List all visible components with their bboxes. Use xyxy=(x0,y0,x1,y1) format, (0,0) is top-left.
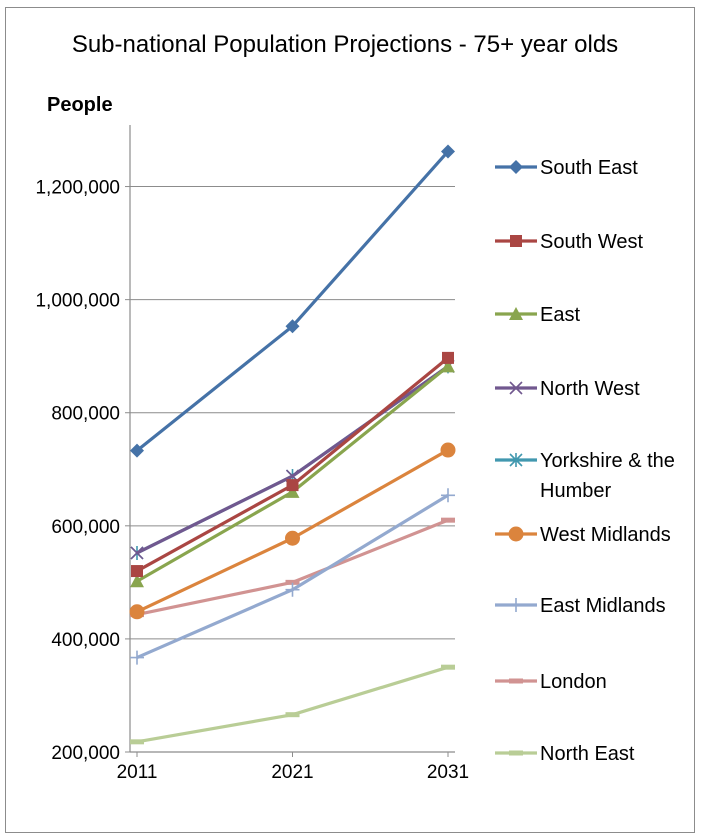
marker-triangle xyxy=(509,307,523,320)
legend-label: London xyxy=(540,671,607,693)
legend-item: East xyxy=(495,304,580,326)
legend-label: Yorkshire & the xyxy=(540,450,675,472)
marker-diamond xyxy=(509,160,523,174)
y-tick-labels: 200,000 400,000 600,000 800,000 1,000,000 1,2… xyxy=(35,178,120,764)
legend-item: London xyxy=(495,671,607,693)
marker-triangle xyxy=(285,484,300,498)
marker-dash xyxy=(509,678,523,684)
marker-dash xyxy=(130,739,144,745)
marker-square xyxy=(442,351,454,364)
legend-item: North West xyxy=(495,378,640,400)
marker-plus xyxy=(285,582,300,597)
legend-label: North West xyxy=(540,378,640,400)
series-east xyxy=(130,359,455,588)
marker-triangle xyxy=(441,359,455,373)
series-south-west xyxy=(131,351,454,578)
legend-item: North East xyxy=(495,743,635,765)
series-east-midlands xyxy=(130,488,455,665)
legend-item: South East xyxy=(495,157,638,179)
legend-label: South East xyxy=(540,157,638,179)
marker-circle xyxy=(285,530,300,546)
gridlines xyxy=(125,186,455,753)
legend-item: East Midlands xyxy=(495,595,666,617)
series-south-east xyxy=(130,144,455,458)
legend-item: West Midlands xyxy=(495,524,671,546)
marker-x xyxy=(130,546,144,560)
y-tick-label: 1,200,000 xyxy=(35,178,120,199)
marker-circle xyxy=(440,442,456,458)
legend: South East South West East North West Yorksh… xyxy=(495,157,675,765)
marker-square xyxy=(510,235,522,247)
marker-dash xyxy=(441,517,455,523)
x-tick-labels: 2011 2021 2031 xyxy=(117,752,469,783)
x-tick-label: 2031 xyxy=(427,762,469,783)
marker-circle xyxy=(129,604,145,620)
marker-circle xyxy=(508,526,524,542)
axes xyxy=(129,125,455,753)
series-west-midlands xyxy=(129,442,456,620)
marker-diamond xyxy=(130,443,144,458)
y-tick-label: 1,000,000 xyxy=(35,291,120,312)
legend-label: South West xyxy=(540,231,643,253)
marker-dash xyxy=(441,664,455,670)
legend-item: South West xyxy=(495,231,643,253)
marker-diamond xyxy=(285,319,300,334)
series-line xyxy=(136,493,449,660)
legend-item: Yorkshire & the Humber xyxy=(495,450,675,502)
marker-plus xyxy=(130,650,144,665)
marker-dash xyxy=(285,579,300,585)
legend-label: Humber xyxy=(540,480,611,502)
marker-diamond xyxy=(441,144,455,159)
chart-title: Sub-national Population Projections - 75… xyxy=(71,31,619,58)
y-axis-label: People xyxy=(47,94,113,116)
marker-plus xyxy=(441,488,455,503)
y-tick-label: 800,000 xyxy=(51,404,120,425)
x-tick-label: 2021 xyxy=(271,762,313,783)
marker-square xyxy=(131,565,143,578)
marker-x xyxy=(509,381,523,395)
marker-triangle xyxy=(130,574,144,588)
legend-label: West Midlands xyxy=(540,524,671,546)
series-north-west xyxy=(130,359,455,560)
series-line xyxy=(136,665,449,744)
series-lines xyxy=(129,144,456,745)
y-tick-label: 200,000 xyxy=(51,743,120,764)
marker-dash xyxy=(285,712,300,718)
x-tick-label: 2011 xyxy=(117,762,158,783)
marker-square xyxy=(286,479,299,492)
legend-label: East Midlands xyxy=(540,595,666,617)
legend-label: North East xyxy=(540,743,635,765)
marker-dash xyxy=(509,750,523,756)
marker-star xyxy=(509,453,523,467)
marker-plus xyxy=(509,598,523,612)
legend-label: East xyxy=(540,304,580,326)
series-north-east xyxy=(130,664,455,745)
chart-frame xyxy=(5,7,695,833)
y-tick-label: 400,000 xyxy=(51,630,120,651)
series-yorkshire-the-humber xyxy=(130,359,455,560)
y-tick-label: 600,000 xyxy=(51,517,120,538)
